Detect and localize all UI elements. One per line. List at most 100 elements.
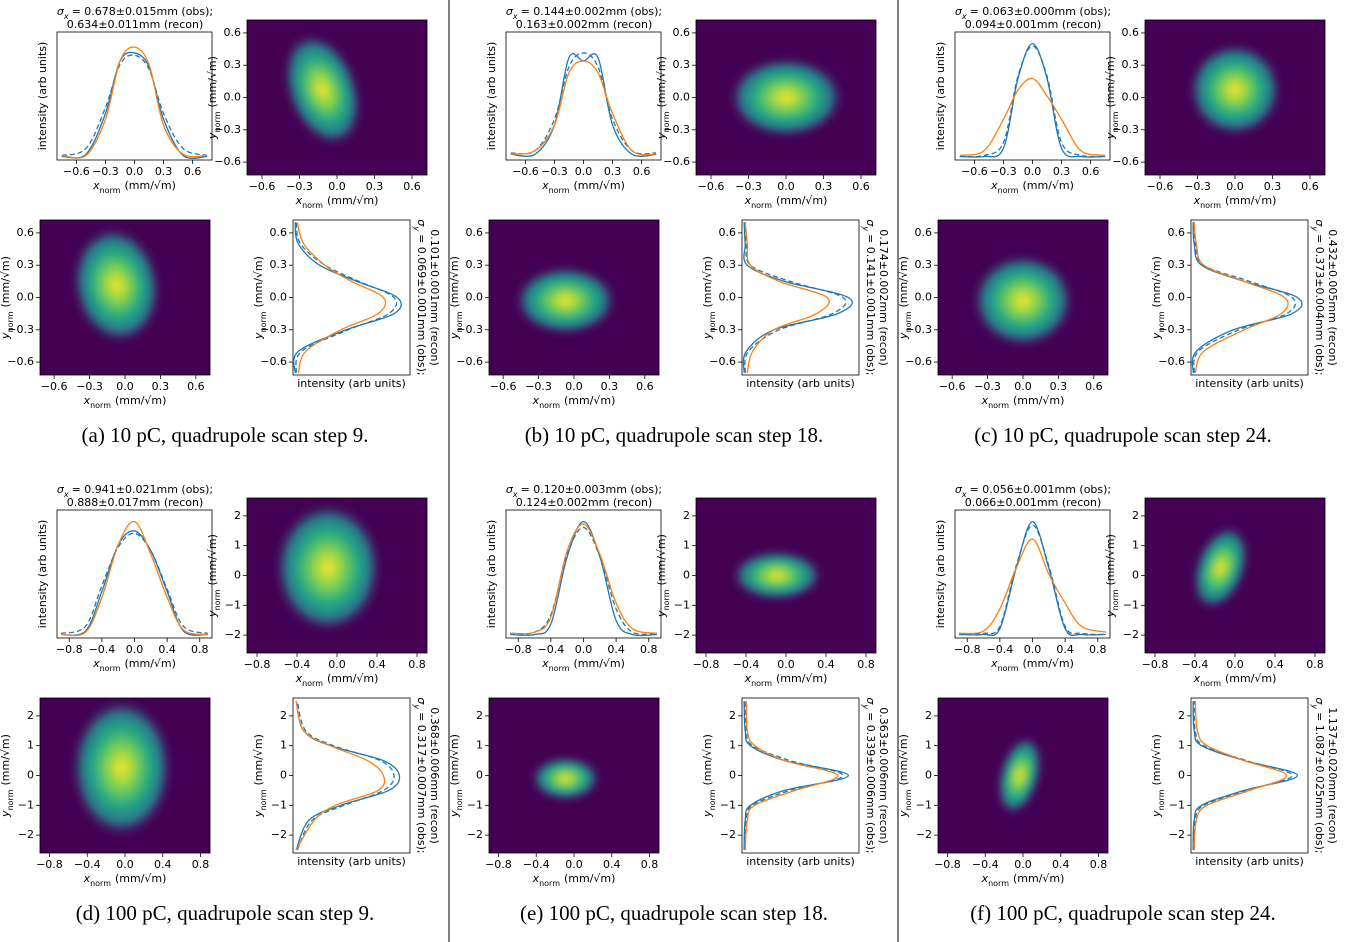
x-tick-label: −0.6: [698, 180, 725, 193]
image-content: [71, 226, 162, 344]
y-tick-label: −0.6: [1158, 355, 1185, 368]
x-tick-label: 0.8: [641, 858, 659, 871]
y-tick-label: 0.6: [719, 226, 737, 239]
sigma-x: σx = 0.063±0.000mm (obs);: [955, 5, 1111, 21]
axis-var: x: [83, 872, 91, 885]
axis-label: ynorm (mm/√m): [206, 534, 222, 618]
sigma-recon: 0.101±0.001mm (recon): [428, 229, 441, 366]
sigma-symbol: σ: [57, 5, 65, 18]
x-tick-label: 0.0: [1024, 165, 1042, 178]
y-tick-label: −2: [1169, 828, 1185, 841]
x-tick-label: 0.6: [1085, 380, 1103, 393]
axis-sub: norm: [662, 111, 671, 132]
axis-var: x: [541, 179, 549, 192]
beam-density: [274, 502, 382, 633]
sigma-symbol: σ: [955, 483, 963, 496]
axis-sub: norm: [213, 111, 222, 132]
y-tick-label: 1: [925, 739, 932, 752]
x-tick-label: −0.8: [1142, 658, 1169, 671]
x-tick-label: −0.3: [525, 380, 552, 393]
y-tick-label: 0.3: [673, 58, 691, 71]
sigma-obs: = 0.339±0.006mm (obs);: [864, 712, 877, 854]
sigma-symbol: σ: [506, 483, 514, 496]
y-tick-label: −2: [18, 828, 34, 841]
axis-label: xnorm (mm/√m): [981, 872, 1065, 888]
x-tick-label: −0.8: [244, 658, 271, 671]
y-tick-label: 0.3: [17, 258, 35, 271]
profile-line: [60, 532, 209, 634]
y-tick-label: 0.0: [1122, 91, 1140, 104]
y-tick-label: 0.0: [915, 291, 933, 304]
axis-var: x: [295, 672, 303, 685]
x-tick-label: 0.0: [1024, 643, 1042, 656]
y-tick-label: 1: [1132, 539, 1139, 552]
axis-sub: norm: [90, 879, 111, 888]
axis-label: ynorm (mm/√m): [701, 734, 717, 818]
x-tick-label: 0.6: [852, 180, 870, 193]
x-tick-label: −0.4: [74, 858, 101, 871]
axis-unit: (mm/√m): [124, 179, 175, 192]
axis-sub: norm: [6, 789, 15, 810]
x-tick-label: 0.0: [1014, 858, 1032, 871]
y-tick-label: 2: [476, 709, 483, 722]
y-tick-label: 0: [234, 569, 241, 582]
axis-sub: norm: [213, 589, 222, 610]
sigma-recon: 0.888±0.017mm (recon): [67, 496, 204, 509]
sigma-recon: 0.368±0.006mm (recon): [428, 707, 441, 844]
y-tick-label: 0.6: [673, 26, 691, 39]
profile-line: [744, 222, 847, 373]
axis-unit: (mm/√m): [573, 179, 624, 192]
y-tick-label: 0: [683, 569, 690, 582]
axis-unit: (mm/√m): [1104, 56, 1117, 107]
sigma-sub: y: [412, 703, 421, 709]
axis-sub: norm: [1200, 679, 1221, 688]
y-tick-label: 2: [234, 509, 241, 522]
x-tick-label: 0.8: [640, 643, 658, 656]
x-tick-label: 0.4: [1052, 858, 1070, 871]
axis-unit: (mm/√m): [0, 734, 12, 785]
axis-unit: (mm/√m): [1150, 734, 1163, 785]
sigma-y: σy = 0.339±0.006mm (obs);: [861, 697, 877, 853]
axis-sub: norm: [90, 401, 111, 410]
beam-density: [70, 698, 173, 838]
axis-unit: (mm/√m): [1013, 394, 1064, 407]
y-tick-label: −1: [1123, 598, 1139, 611]
sigma-y: σy = 0.069±0.001mm (obs);: [412, 219, 428, 375]
axis-sub: norm: [455, 789, 464, 810]
x-tick-label: 0.0: [565, 858, 583, 871]
y-tick-label: 0.6: [1168, 226, 1186, 239]
x-tick-label: 0.0: [1014, 380, 1032, 393]
axis-unit: (mm/√m): [115, 394, 166, 407]
sigma-obs: = 0.678±0.015mm (obs);: [72, 5, 214, 18]
sigma-obs: = 0.069±0.001mm (obs);: [415, 234, 428, 376]
x-tick-label: 0.6: [1301, 180, 1319, 193]
beam-density: [972, 254, 1074, 348]
sigma-obs: = 0.317±0.007mm (obs);: [415, 712, 428, 854]
x-tick-label: 0.0: [777, 658, 795, 671]
axis-var: x: [744, 672, 752, 685]
y-tick-label: 0: [476, 769, 483, 782]
x-tick-label: −0.6: [512, 165, 539, 178]
x-tick-label: −0.4: [284, 658, 311, 671]
x-axis-label: intensity (arb units): [297, 855, 406, 868]
axis-unit: (mm/√m): [1022, 179, 1073, 192]
axis-sub: norm: [1157, 311, 1166, 332]
profile-line: [1193, 222, 1297, 373]
sigma-y: σy = 0.373±0.004mm (obs);: [1310, 219, 1326, 375]
axis-label: xnorm (mm/√m): [990, 657, 1074, 673]
profile-line: [510, 60, 657, 156]
x-tick-label: 0.8: [192, 858, 210, 871]
y-tick-label: 2: [1132, 509, 1139, 522]
y-tick-label: −0.3: [7, 323, 34, 336]
axis-sub: norm: [259, 789, 268, 810]
image-content: [514, 266, 617, 335]
x-tick-label: 0.4: [1266, 658, 1284, 671]
y-tick-label: 0.3: [1168, 258, 1186, 271]
beam-density: [1192, 526, 1249, 610]
axis-sub: norm: [988, 401, 1009, 410]
x-tick-label: 0.0: [328, 658, 346, 671]
profile-line: [510, 52, 657, 157]
axis-sub: norm: [100, 186, 121, 195]
sigma-sub: y: [861, 703, 870, 709]
sigma-sub: y: [1310, 225, 1319, 231]
